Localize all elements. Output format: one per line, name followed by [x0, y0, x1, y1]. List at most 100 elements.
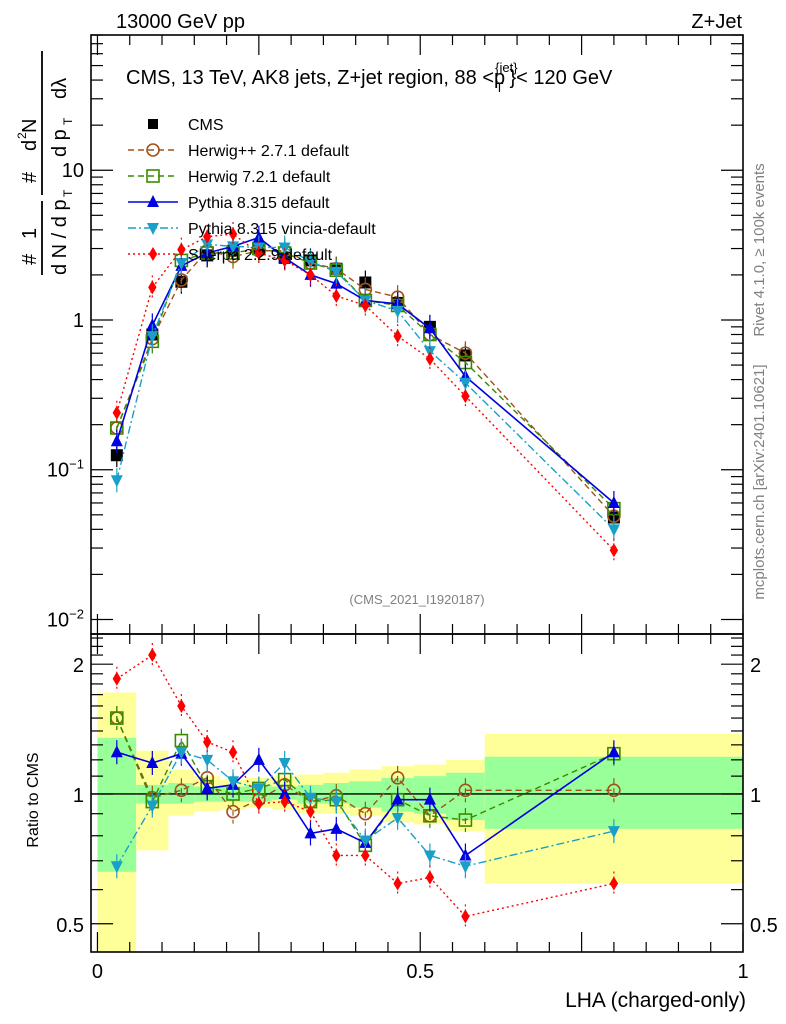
data-point: [330, 266, 343, 279]
legend-label: Herwig 7.2.1 default: [188, 169, 331, 186]
x-tick-label: 0: [92, 961, 103, 983]
data-point: [227, 776, 240, 789]
data-point: [175, 747, 188, 760]
series-line: [116, 233, 615, 551]
y-tick-label: 10−1: [47, 457, 84, 482]
data-point: [254, 246, 264, 261]
series-line: [116, 751, 615, 867]
series-line: [116, 654, 615, 918]
analysis-watermark: (CMS_2021_I1920187): [349, 592, 484, 607]
ratio-y-tick-label-right: 2: [750, 655, 761, 677]
data-point: [146, 755, 159, 768]
ratio-y-tick-label-right: 0.5: [750, 915, 778, 937]
data-point: [607, 783, 621, 798]
svg-text:#: #: [19, 171, 41, 183]
svg-text:2: 2: [15, 132, 29, 139]
data-point: [361, 298, 370, 313]
data-point: [148, 280, 157, 295]
data-point: [252, 752, 265, 765]
process-label: Z+Jet: [691, 11, 742, 33]
data-point: [393, 329, 402, 344]
svg-text:d p: d p: [49, 129, 71, 157]
series-herwig-2-7-1-default: [110, 238, 621, 529]
data-point: [112, 405, 122, 420]
data-point: [391, 305, 404, 318]
y-tick-label: 10−2: [47, 606, 84, 631]
legend-marker: [147, 223, 159, 235]
y-tick-label: 1: [73, 310, 84, 332]
series-line: [116, 717, 614, 817]
legend-marker: [147, 195, 159, 207]
data-point: [304, 792, 317, 805]
series-pythia-8-315-default: [110, 225, 620, 515]
data-point: [330, 821, 343, 834]
legend-item: CMS: [148, 117, 224, 134]
data-point: [461, 909, 470, 924]
svg-text:1: 1: [19, 228, 41, 239]
data-point: [425, 351, 435, 366]
data-point: [304, 826, 317, 839]
data-point: [254, 796, 264, 811]
data-point: [358, 806, 373, 821]
data-point: [330, 796, 343, 809]
data-point: [280, 253, 289, 268]
data-point: [459, 377, 472, 390]
svg-text:T: T: [61, 117, 75, 125]
data-point: [177, 242, 186, 257]
series-line: [116, 751, 615, 857]
rivet-version-label: Rivet 4.1.0, ≥ 100k events: [751, 163, 768, 336]
ratio-y-axis-label: Ratio to CMS: [25, 752, 42, 847]
main-plot-title: CMS, 13 TeV, AK8 jets, Z+jet region, 88 …: [126, 60, 613, 95]
collision-energy-label: 13000 GeV pp: [116, 11, 245, 33]
data-point: [201, 754, 214, 767]
legend-marker: [146, 169, 160, 183]
data-point: [306, 804, 315, 819]
svg-text:dλ: dλ: [49, 78, 71, 99]
legend-item: Herwig 7.2.1 default: [128, 169, 331, 186]
series-line: [116, 236, 615, 504]
main-y-axis-label: # 1 d N / d p T # d 2 N d p T dλ: [15, 51, 75, 275]
svg-text:#: #: [19, 253, 41, 265]
legend-marker: [146, 143, 160, 157]
data-point: [459, 861, 472, 874]
data-point: [390, 771, 405, 785]
legend-marker: [148, 119, 158, 129]
data-point: [227, 241, 240, 254]
data-point: [425, 870, 435, 885]
data-point: [174, 783, 189, 798]
x-tick-label: 0.5: [406, 961, 434, 983]
legend-label: Pythia 8.315 default: [188, 195, 330, 212]
ratio-plot-panel: 0.5 0.5 1 1 2 2 0 0.5 1: [56, 633, 778, 983]
mcplots-reference-label: mcplots.cern.ch [arXiv:2401.10621]: [751, 364, 768, 599]
series-pythia-8-315-vincia-default: [110, 740, 620, 879]
legend-label: Sherpa 2.2.9 default: [188, 247, 333, 264]
ratio-y-tick-label-right: 1: [750, 785, 761, 807]
data-point: [423, 850, 436, 863]
series-sherpa-2-2-9-default: [112, 643, 619, 929]
data-point: [423, 321, 436, 334]
data-point: [110, 475, 123, 488]
legend: CMS Herwig++ 2.7.1 default Herwig 7.2.1 de…: [128, 117, 376, 264]
svg-text:T: T: [61, 189, 75, 197]
y-tick-label: 10: [62, 160, 84, 182]
data-point: [609, 543, 619, 558]
series-herwig-2-7-1-default: [110, 706, 621, 828]
x-tick-label: 1: [737, 961, 748, 983]
data-point: [280, 794, 289, 809]
data-point: [177, 698, 186, 713]
ratio-panel-frame: [90, 633, 744, 953]
data-point: [607, 826, 620, 839]
ratio-y-tick-label-left: 0.5: [56, 915, 84, 937]
data-point: [332, 288, 341, 303]
ratio-y-tick-label-left: 2: [73, 655, 84, 677]
svg-text:d: d: [19, 140, 41, 151]
data-point: [278, 757, 291, 770]
data-point: [359, 835, 372, 848]
data-point: [361, 848, 370, 863]
data-point: [110, 449, 123, 462]
svg-text:d N / d p: d N / d p: [49, 199, 71, 275]
legend-marker: [148, 247, 158, 261]
data-point: [146, 800, 159, 813]
ratio-y-tick-label-left: 1: [73, 785, 84, 807]
